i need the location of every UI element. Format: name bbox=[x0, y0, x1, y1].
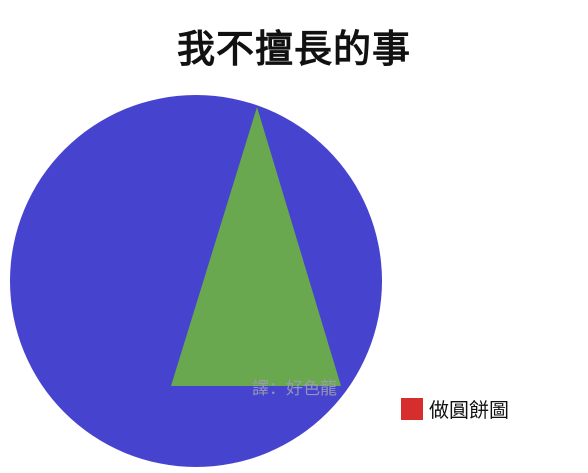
chart-title: 我不擅長的事 bbox=[176, 27, 411, 71]
pie-circle bbox=[10, 95, 382, 467]
watermark: 譯：好色龍 bbox=[252, 379, 337, 399]
pie-triangle bbox=[171, 107, 341, 386]
legend-swatch bbox=[401, 397, 423, 420]
legend: 做圓餅圖 bbox=[401, 394, 509, 423]
legend-label: 做圓餅圖 bbox=[429, 398, 509, 422]
